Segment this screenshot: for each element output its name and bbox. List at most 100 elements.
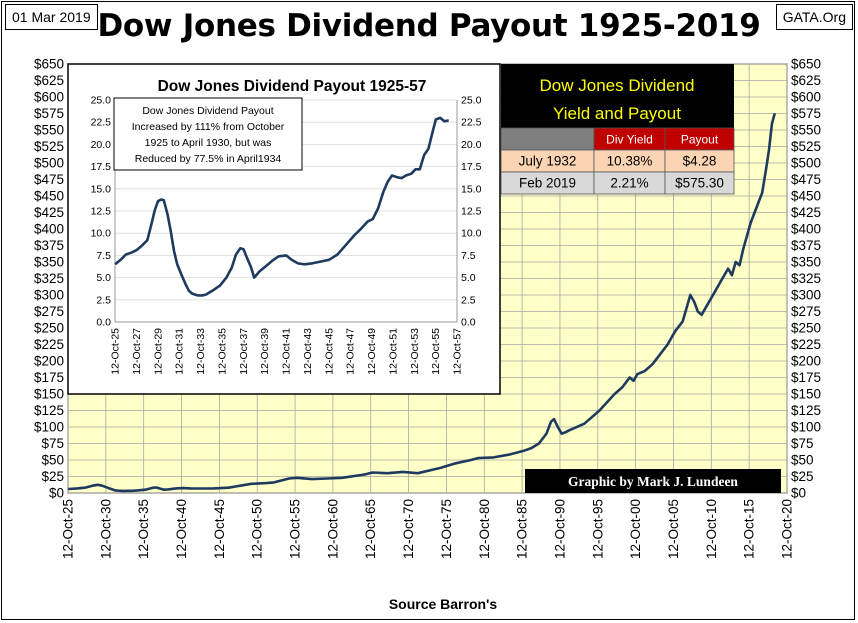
y-tick-label-right: $25: [791, 469, 814, 484]
y-tick-label-right: $325: [791, 271, 821, 286]
inset-x-tick-label: 12-Oct-53: [409, 328, 421, 375]
date-label: 01 Mar 2019: [5, 4, 98, 30]
table-cell-value: Feb 2019: [519, 176, 576, 191]
inset-x-axis: 12-Oct-25 12-Oct-27 12-Oct-29 12-Oct-31 12-O…: [110, 328, 464, 375]
x-tick-label: 12-Oct-20: [780, 499, 795, 559]
inset-y-tick-label-right: 7.5: [461, 250, 476, 262]
x-tick-label: 12-Oct-30: [98, 499, 113, 559]
inset-x-tick-label: 12-Oct-37: [238, 328, 250, 375]
table-cell: [664, 171, 735, 195]
x-tick-label: 12-Oct-00: [628, 499, 643, 559]
inset-x-tick-label: 12-Oct-51: [387, 328, 399, 375]
annotation-box: [113, 97, 303, 171]
x-tick-label: 12-Oct-40: [174, 499, 189, 559]
inset-y-tick-label-left: 15.0: [91, 183, 112, 195]
y-tick-label-left: $600: [34, 90, 64, 105]
y-tick-label-left: $275: [34, 304, 64, 319]
inset-y-tick-label-left: 20.0: [91, 139, 112, 151]
source-tag: GATA.Org: [775, 4, 853, 30]
y-tick-label-right: $500: [791, 156, 821, 171]
table-cell-value: July 1932: [519, 154, 577, 169]
inset-x-tick-label: 12-Oct-43: [302, 328, 314, 375]
inset-x-tick-label: 12-Oct-31: [174, 328, 186, 375]
y-tick-label-right: $650: [791, 57, 821, 72]
y-tick-label-left: $0: [49, 486, 64, 501]
y-tick-label-right: $275: [791, 304, 821, 319]
x-tick-label: 12-Oct-60: [325, 499, 340, 559]
inset-y-tick-label-right: 15.0: [461, 183, 482, 195]
x-tick-label: 12-Oct-25: [61, 499, 76, 559]
inset-y-tick-label-right: 12.5: [461, 206, 482, 218]
y-tick-label-left: $325: [34, 271, 64, 286]
y-tick-label-right: $50: [791, 453, 814, 468]
inset-y-tick-label-left: 5.0: [96, 272, 111, 284]
inset-y-tick-label-right: 22.5: [461, 117, 482, 129]
inset-y-tick-label-right: 10.0: [461, 228, 482, 240]
y-tick-label-right: $75: [791, 436, 814, 451]
y-tick-label-left: $75: [41, 436, 64, 451]
annotation-text: Dow Jones Dividend Payout Increased by 11…: [132, 105, 285, 165]
yield-payout-table: Dow Jones Dividend Yield and Payout Div …: [500, 64, 735, 195]
x-tick-label: 12-Oct-50: [250, 499, 265, 559]
y-tick-label-left: $200: [34, 354, 64, 369]
inset-x-tick-label: 12-Oct-47: [345, 328, 357, 375]
x-tick-label: 12-Oct-95: [590, 499, 605, 559]
y-tick-label-left: $425: [34, 205, 64, 220]
credit-box: [525, 469, 781, 493]
inset-x-tick-label: 12-Oct-57: [452, 328, 464, 375]
y-tick-label-right: $150: [791, 387, 821, 402]
y-tick-label-right: $125: [791, 403, 821, 418]
credit-text: Graphic by Mark J. Lundeen: [568, 474, 738, 489]
inset-y-axis-right: 0.0 2.5 5.0 7.5 10.0 12.5 15.0 17.5 20.0 22.5 25.0: [461, 95, 482, 329]
y-tick-label-right: $250: [791, 321, 821, 336]
inset-y-tick-label-left: 0.0: [96, 317, 111, 329]
y-tick-label-left: $550: [34, 123, 64, 138]
table-body: Div Yield Payout July 1932 10.38% $4.28 Feb 2…: [500, 127, 735, 195]
y-tick-label-right: $200: [791, 354, 821, 369]
y-tick-label-left: $50: [41, 453, 64, 468]
x-axis: 12-Oct-25 12-Oct-30 12-Oct-35 12-Oct-40 12-O…: [61, 499, 795, 559]
table-cell-value: 2.21%: [610, 176, 648, 191]
table-header-label: Div Yield: [606, 133, 653, 147]
y-tick-label-left: $25: [41, 469, 64, 484]
y-tick-label-left: $625: [34, 73, 64, 88]
y-tick-label-right: $0: [791, 486, 806, 501]
y-tick-label-right: $475: [791, 172, 821, 187]
y-tick-label-right: $400: [791, 222, 821, 237]
y-tick-label-left: $100: [34, 420, 64, 435]
y-tick-label-left: $175: [34, 370, 64, 385]
table-title-line-1: Dow Jones Dividend: [540, 76, 695, 95]
inset-x-tick-label: 12-Oct-39: [259, 328, 271, 375]
table-header-cell: [500, 127, 595, 151]
table-cell-value: $4.28: [683, 154, 717, 169]
inset-series-line: [114, 116, 449, 297]
y-tick-label-left: $450: [34, 189, 64, 204]
inset-y-tick-label-right: 20.0: [461, 139, 482, 151]
y-tick-label-left: $525: [34, 139, 64, 154]
y-tick-label-right: $350: [791, 255, 821, 270]
y-tick-label-right: $625: [791, 73, 821, 88]
y-tick-label-right: $425: [791, 205, 821, 220]
inset-y-tick-label-left: 22.5: [91, 117, 112, 129]
inset-x-tick-label: 12-Oct-49: [366, 328, 378, 375]
x-tick-label: 12-Oct-70: [401, 499, 416, 559]
inset-y-tick-label-right: 17.5: [461, 161, 482, 173]
inset-x-tick-label: 12-Oct-33: [195, 328, 207, 375]
inset-y-tick-label-left: 10.0: [91, 228, 112, 240]
inset-x-tick-label: 12-Oct-25: [110, 328, 122, 375]
y-tick-label-left: $250: [34, 321, 64, 336]
inset-x-tick-label: 12-Oct-35: [216, 328, 228, 375]
table-cell-value: 10.38%: [607, 154, 653, 169]
table-title-line-2: Yield and Payout: [553, 104, 681, 123]
y-tick-label-right: $600: [791, 90, 821, 105]
inset-y-tick-label-right: 2.5: [461, 294, 476, 306]
y-tick-label-left: $350: [34, 255, 64, 270]
x-tick-label: 12-Oct-45: [212, 499, 227, 559]
inset-y-tick-label-right: 25.0: [461, 95, 482, 107]
x-tick-label: 12-Oct-35: [136, 499, 151, 559]
y-tick-label-right: $225: [791, 337, 821, 352]
y-tick-label-left: $475: [34, 172, 64, 187]
table-header-label: Payout: [681, 133, 719, 147]
